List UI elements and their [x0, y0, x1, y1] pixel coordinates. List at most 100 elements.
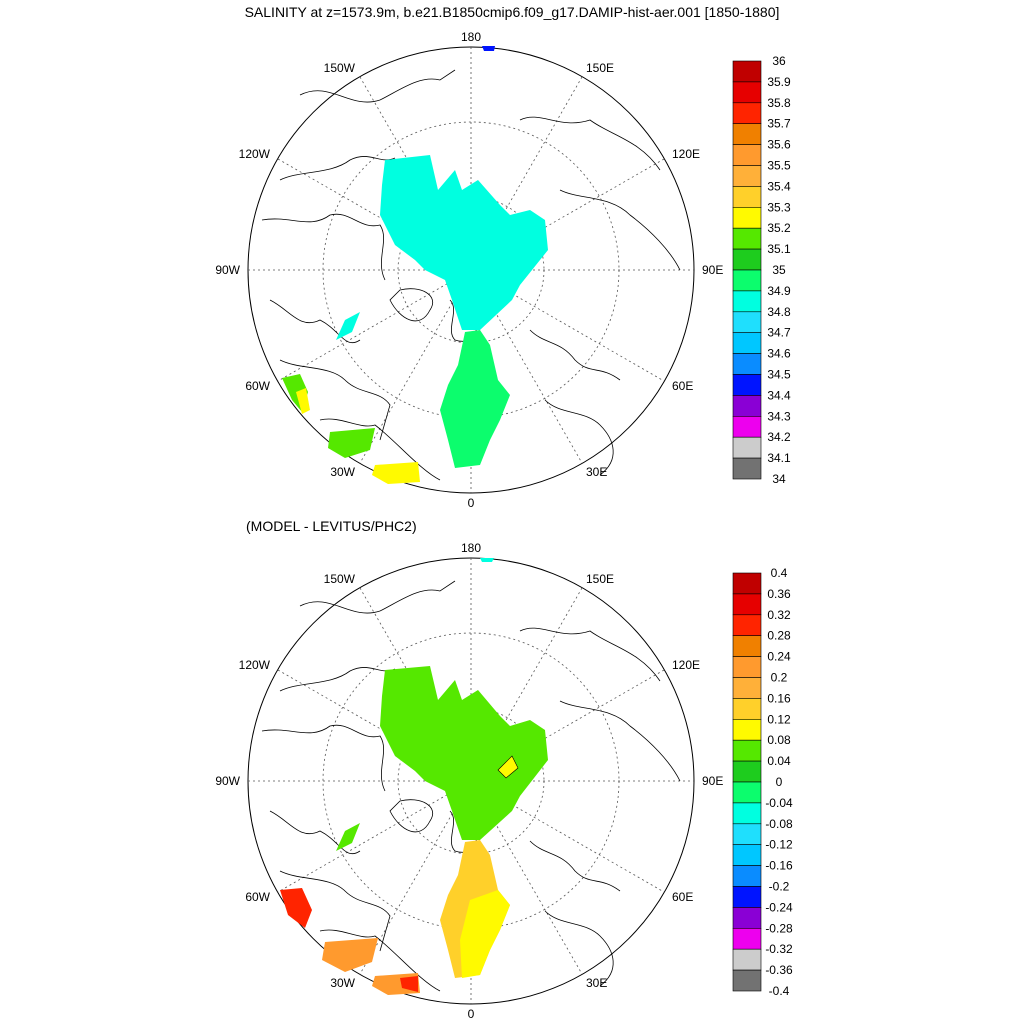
- top-coastlines: [261, 69, 681, 481]
- colorbar-bottom-tick-label: 0.12: [767, 712, 791, 726]
- bottom-field-arctic-yellow: [497, 755, 519, 779]
- colorbar-bottom-tick-label: 0.04: [767, 754, 791, 768]
- bottom-field-baffin-bay: [336, 823, 360, 851]
- top-field-north-atlantic: [372, 462, 420, 484]
- colorbar-top-swatch: [732, 457, 762, 480]
- colorbar-top-tick-label: 34.6: [767, 347, 791, 361]
- colorbar-top-tick-label: 34.7: [767, 326, 791, 340]
- colorbar-top-tick-label: 36: [772, 54, 786, 68]
- plot-title: SALINITY at z=1573.9m, b.e21.B1850cmip6.…: [244, 4, 780, 20]
- colorbar-bottom-swatch: [732, 718, 762, 741]
- lon-label-0-bottom: 0: [468, 1007, 475, 1021]
- colorbar-bottom-swatch: [732, 698, 762, 720]
- top-field-nordic-seas: [440, 330, 510, 468]
- colorbar-bottom-tick-label: -0.04: [765, 796, 793, 810]
- colorbar-bottom-swatch: [732, 781, 762, 804]
- top-map: 180 150W 150E 120W 120E 90W 90E 60W 60E …: [215, 30, 723, 510]
- colorbar-top-swatch: [732, 248, 762, 271]
- top-field-labrador-yellow: [296, 388, 310, 414]
- lon-label-0: 0: [468, 496, 475, 510]
- colorbar-top-swatch: [732, 81, 762, 104]
- colorbar-bottom-swatch: [732, 614, 762, 636]
- lon-label-150w-bottom: 150W: [324, 572, 356, 586]
- top-field-pacific-spot: [482, 46, 495, 51]
- colorbar-bottom-swatch: [732, 907, 762, 929]
- colorbar-top-swatch: [732, 102, 762, 125]
- colorbar-top-tick-label: 34.1: [767, 451, 791, 465]
- lon-label-120e-bottom: 120E: [672, 658, 700, 672]
- colorbar-bottom-tick-label: 0.2: [771, 671, 788, 685]
- colorbar-top-swatch: [732, 353, 762, 375]
- colorbar-bottom-tick-label: -0.08: [765, 817, 793, 831]
- colorbar-top-swatch: [732, 123, 762, 145]
- colorbar-bottom-tick-label: 0.28: [767, 629, 791, 643]
- colorbar-bottom-swatch: [732, 572, 762, 595]
- colorbar-top-swatch: [732, 227, 762, 250]
- colorbar-bottom-tick-label: -0.36: [765, 963, 793, 977]
- colorbar-bottom-tick-label: -0.28: [765, 921, 793, 935]
- lon-label-150e-bottom: 150E: [586, 572, 614, 586]
- lon-label-60e: 60E: [672, 379, 693, 393]
- colorbar-top-swatch: [732, 374, 762, 396]
- colorbar-top-tick-label: 35.9: [767, 75, 791, 89]
- colorbar-bottom-tick-label: 0.24: [767, 650, 791, 664]
- lon-label-60w-bottom: 60W: [245, 890, 270, 904]
- lon-label-60w: 60W: [245, 379, 270, 393]
- colorbar-bottom: 0.4 0.36 0.32 0.28 0.24 0.2 0.16 0.12 0.08 0.04 0 -…: [732, 566, 793, 998]
- colorbar-top-swatch: [732, 144, 762, 166]
- colorbar-bottom-swatch: [732, 802, 762, 825]
- colorbar-top-tick-label: 35.1: [767, 242, 791, 256]
- colorbar-top-tick-label: 34.3: [767, 409, 791, 423]
- colorbar-top-tick-label: 34.9: [767, 284, 791, 298]
- colorbar-top-tick-label: 34.4: [767, 388, 791, 402]
- bottom-difference-field: [280, 558, 548, 995]
- colorbar-bottom-swatch: [732, 844, 762, 866]
- colorbar-top-tick-label: 35.6: [767, 138, 791, 152]
- lon-label-30w-bottom: 30W: [330, 976, 355, 990]
- bottom-field-irminger: [322, 938, 378, 972]
- colorbar-bottom-tick-label: 0.08: [767, 733, 791, 747]
- colorbar-top-tick-label: 35.7: [767, 117, 791, 131]
- colorbar-bottom-tick-label: -0.16: [765, 859, 793, 873]
- lon-label-120e: 120E: [672, 147, 700, 161]
- top-field-baffin-bay: [336, 312, 360, 340]
- colorbar-bottom-swatch: [732, 593, 762, 616]
- colorbar-top-swatch: [732, 207, 762, 229]
- colorbar-top-tick-label: 34.2: [767, 430, 791, 444]
- lon-label-60e-bottom: 60E: [672, 890, 693, 904]
- bottom-field-arctic-basin: [380, 666, 548, 840]
- colorbar-bottom-swatch: [732, 677, 762, 699]
- lon-label-180-bottom: 180: [461, 541, 481, 555]
- lon-label-150w: 150W: [324, 61, 356, 75]
- colorbar-top: 36 35.9 35.8 35.7 35.6 35.5 35.4 35.3 35.2 35.1 35…: [732, 54, 791, 486]
- colorbar-top-tick-label: 34.8: [767, 305, 791, 319]
- bottom-field-pacific-spot: [480, 558, 494, 562]
- colorbar-bottom-tick-label: -0.24: [765, 900, 793, 914]
- lon-label-180: 180: [461, 30, 481, 44]
- top-field-irminger: [328, 428, 375, 458]
- colorbar-bottom-tick-label: -0.32: [765, 942, 793, 956]
- colorbar-top-tick-label: 35: [772, 263, 786, 277]
- colorbar-bottom-swatch: [732, 760, 762, 783]
- bottom-field-nordic-yellow: [460, 890, 510, 978]
- colorbar-top-tick-label: 35.4: [767, 179, 791, 193]
- colorbar-bottom-tick-label: -0.12: [765, 838, 793, 852]
- colorbar-top-swatch: [732, 415, 762, 438]
- bottom-map: 180 150W 150E 120W 120E 90W 90E 60W 60E …: [215, 541, 723, 1021]
- colorbar-top-tick-label: 34: [772, 472, 786, 486]
- colorbar-top-tick-label: 34.5: [767, 368, 791, 382]
- lon-label-90w-bottom: 90W: [215, 774, 240, 788]
- colorbar-bottom-tick-label: 0: [776, 775, 783, 789]
- colorbar-top-swatch: [732, 436, 762, 459]
- top-field-arctic-basin: [380, 155, 548, 330]
- colorbar-bottom-swatch: [732, 886, 762, 908]
- colorbar-bottom-tick-label: 0.16: [767, 691, 791, 705]
- colorbar-bottom-swatch: [732, 739, 762, 762]
- colorbar-bottom-swatch: [732, 823, 762, 845]
- colorbar-bottom-swatch: [732, 656, 762, 678]
- lon-label-150e: 150E: [586, 61, 614, 75]
- lon-label-90e-bottom: 90E: [702, 774, 723, 788]
- bottom-coastlines: [261, 580, 681, 992]
- lon-label-120w-bottom: 120W: [239, 658, 271, 672]
